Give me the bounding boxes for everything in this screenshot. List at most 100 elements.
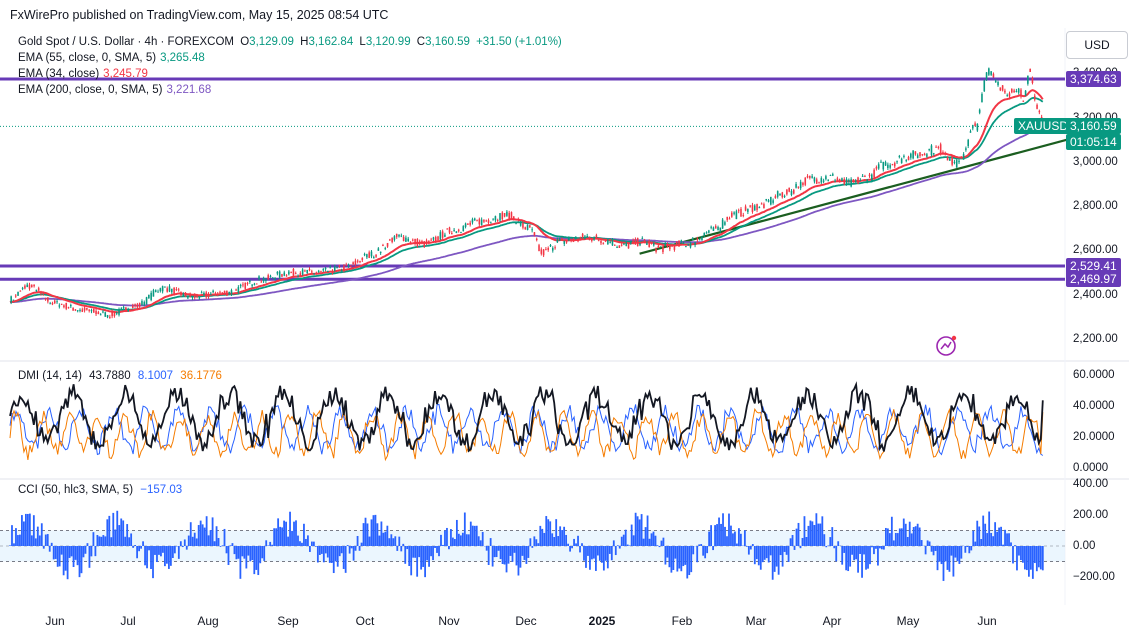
candle xyxy=(717,226,719,230)
candle xyxy=(377,248,380,251)
candle xyxy=(701,236,703,241)
candle xyxy=(517,219,520,221)
candle xyxy=(834,180,836,182)
candle xyxy=(104,312,107,317)
candle xyxy=(180,292,182,295)
candle xyxy=(698,239,701,241)
candle xyxy=(907,156,910,161)
candle xyxy=(586,235,589,237)
candle xyxy=(854,180,857,182)
candle xyxy=(501,212,504,220)
candle xyxy=(657,245,660,249)
x-tick-label: Oct xyxy=(355,614,375,628)
candle xyxy=(923,153,926,156)
candle xyxy=(409,241,412,243)
candle xyxy=(556,239,559,243)
candle xyxy=(363,254,366,256)
candle xyxy=(115,312,118,314)
level-tag-1: 3,374.63 xyxy=(1066,71,1121,88)
candle xyxy=(235,289,237,291)
candle xyxy=(838,179,841,182)
candle xyxy=(175,289,178,291)
candle xyxy=(219,291,221,293)
candle xyxy=(967,139,969,146)
cci-legend: CCI (50, hlc3, SMA, 5) −157.03 xyxy=(18,484,183,496)
candle xyxy=(565,241,568,243)
candle xyxy=(558,238,561,241)
candle xyxy=(143,302,146,306)
candle xyxy=(441,231,444,238)
dmi-legend: DMI (14, 14) 43.7880 8.1007 36.1776 xyxy=(18,370,222,382)
candle xyxy=(873,169,875,178)
candle xyxy=(985,72,988,79)
candle xyxy=(712,227,715,231)
candle xyxy=(937,146,940,148)
candle xyxy=(345,264,348,266)
candle xyxy=(978,109,981,113)
candle xyxy=(533,232,536,236)
candle xyxy=(253,283,256,285)
candle xyxy=(228,291,230,294)
candle xyxy=(747,209,749,212)
candle xyxy=(47,297,49,302)
candle xyxy=(448,227,451,233)
candle xyxy=(125,307,127,311)
candle xyxy=(939,144,942,154)
candle xyxy=(129,310,132,312)
candle xyxy=(877,164,880,169)
candle xyxy=(859,179,862,181)
candle xyxy=(428,240,430,244)
candle xyxy=(207,293,210,298)
candle xyxy=(772,200,774,203)
candle xyxy=(522,222,524,228)
candle xyxy=(1038,110,1041,113)
candle xyxy=(76,310,79,312)
candle xyxy=(1029,68,1031,73)
candle xyxy=(292,268,295,276)
candle xyxy=(508,212,510,220)
candle xyxy=(478,219,481,225)
candle xyxy=(86,308,88,310)
candle xyxy=(423,241,426,247)
candle xyxy=(24,285,26,289)
candle xyxy=(905,160,908,162)
candle xyxy=(600,240,602,244)
candle xyxy=(496,219,499,221)
candle xyxy=(703,232,706,236)
candle xyxy=(561,238,563,240)
candle xyxy=(288,271,290,275)
candle xyxy=(827,179,829,181)
candle xyxy=(1027,75,1029,84)
candle xyxy=(166,288,169,292)
candle xyxy=(871,174,873,181)
candle xyxy=(570,240,572,242)
candle xyxy=(271,277,274,279)
candle xyxy=(173,287,175,295)
candle xyxy=(577,240,579,242)
candle xyxy=(783,195,786,197)
candle xyxy=(372,257,375,259)
candle xyxy=(148,294,150,299)
candle xyxy=(884,162,887,166)
cci-value: −157.03 xyxy=(140,484,183,496)
candle xyxy=(568,238,570,241)
candle xyxy=(106,315,109,318)
candle xyxy=(313,273,315,275)
candle xyxy=(400,235,403,237)
candle xyxy=(67,307,70,309)
currency-button[interactable]: USD xyxy=(1066,31,1128,59)
candle xyxy=(623,243,625,245)
candle xyxy=(609,241,611,243)
candle xyxy=(150,292,152,300)
candle xyxy=(494,216,497,221)
candle xyxy=(354,260,357,265)
candle xyxy=(758,207,761,209)
candle xyxy=(370,251,373,257)
dmi-y-tick: 0.0000 xyxy=(1073,462,1109,474)
candle xyxy=(588,236,591,241)
candle xyxy=(90,310,93,312)
candle xyxy=(551,247,554,251)
candle xyxy=(714,225,717,229)
candle xyxy=(83,307,86,311)
